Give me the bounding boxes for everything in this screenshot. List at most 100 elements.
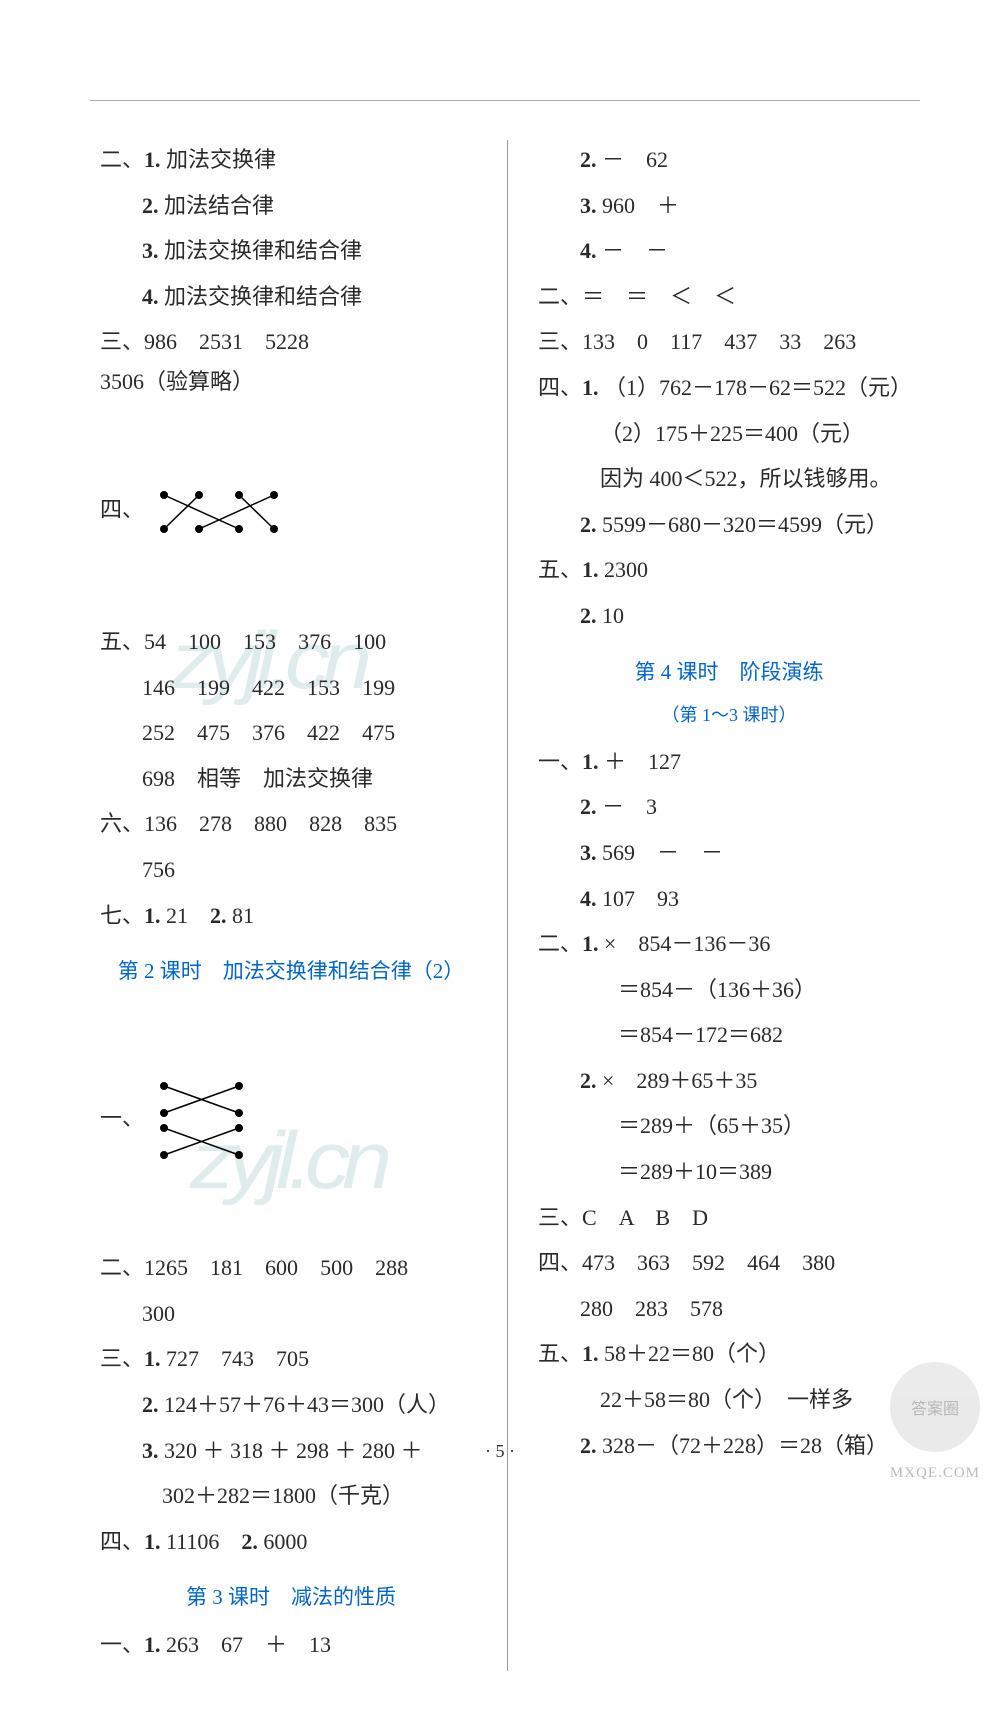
l4-sec2-2av: × 289＋65＋35 [602,1068,757,1093]
sec2-2-row: 2. 加法结合律 [100,186,482,226]
sec6-label: 六、 [100,811,144,836]
r-sec3-1: 0 [637,329,648,354]
l2-sec2-4: 288 [375,1255,408,1280]
l4-sec1-4: 4. 107 93 [538,879,920,919]
sec5-r2-0: 146 [142,675,175,700]
r-top-2v: － 62 [602,147,668,172]
r-sec4-1b: （2）175＋225＝400（元） [538,414,920,454]
sec5-r2-1: 199 [197,675,230,700]
sec5-r1-2: 153 [243,629,276,654]
r-sec5-1-num: 1. [582,557,604,582]
cross-diagram-2 [154,999,249,1242]
r-sec5-label: 五、 [538,557,582,582]
l2-sec2-r2: 300 [100,1294,482,1334]
r-sec4-2-num: 2. [580,512,602,537]
sec5-r3-4: 475 [362,720,395,745]
l4-sec4-r2: 280 283 578 [538,1289,920,1329]
r-sec3: 三、133 0 117 437 33 263 [538,322,920,362]
r-sec4-label: 四、 [538,375,582,400]
sec2-4: 加法交换律和结合律 [164,284,362,309]
l2-sec2-r1: 二、1265 181 600 500 288 [100,1248,482,1288]
l2-sec3-2-num: 2. [142,1392,164,1417]
l4-sec2-1c: ＝854－172＝682 [538,1015,920,1055]
l2-sec4-1-num: 1. [144,1529,166,1554]
l4-sec2-2a: 2. × 289＋65＋35 [538,1061,920,1101]
r-sec5-2v: 10 [602,603,624,628]
r-sec3-5: 263 [823,329,856,354]
page-number: · 5 · [0,1441,1000,1462]
l2-sec4-2: 6000 [263,1529,307,1554]
r-sec3-2: 117 [670,329,702,354]
l4-sec4-r2-2: 578 [690,1296,723,1321]
r-sec5-1: 五、1. 2300 [538,550,920,590]
l4-sec1-3: 3. 569 － － [538,833,920,873]
l2-sec2-1: 181 [210,1255,243,1280]
l2-sec2-label: 二、 [100,1255,144,1280]
l4-sec1-label: 一、 [538,749,582,774]
sec3-v3: 3506（验算略） [100,369,254,394]
sec2-1-num: 1. [144,147,166,172]
l4-sec2-1b: ＝854－（136＋36） [538,970,920,1010]
l2-sec3-2v: 124＋57＋76＋43＝300（人） [164,1392,450,1417]
sec5-r4-2: 加法交换律 [263,766,373,791]
l2-sec4-label: 四、 [100,1529,144,1554]
lesson4-title: 第 4 课时 阶段演练 [538,654,920,692]
sec5-r3-3: 422 [307,720,340,745]
sec5-r2-4: 199 [362,675,395,700]
sec5-r1: 五、54 100 153 376 100 [100,622,482,662]
l4-sec1-2-num: 2. [580,794,602,819]
sec5-r4: 698 相等 加法交换律 [100,759,482,799]
l4-sec2-1av: × 854－136－36 [604,931,770,956]
r-top-4v: － － [602,238,668,263]
l4-sec2-2bv: ＝289＋（65＋35） [618,1113,805,1138]
r-sec3-label: 三、 [538,329,582,354]
l4-sec4-r1: 四、473 363 592 464 380 [538,1243,920,1283]
sec3-v2: 5228 [265,329,309,354]
l4-sec5-1a: 五、1. 58＋22＝80（个） [538,1334,920,1374]
sec5-r1-3: 376 [298,629,331,654]
r-sec4-1-num: 1. [582,375,604,400]
l2-sec3-3b: 302＋282＝1800（千克） [100,1476,482,1516]
l4-sec4-2: 592 [692,1250,725,1275]
r-sec4-2: 2. 5599－680－320＝4599（元） [538,505,920,545]
sec6-r2-0: 756 [142,857,175,882]
sec2-3: 加法交换律和结合律 [164,238,362,263]
r-top-3-num: 3. [580,193,602,218]
l4-sec4-1: 363 [637,1250,670,1275]
sec3-row1: 三、986 2531 5228 3506（验算略） [100,322,482,401]
l4-sec3-0: C [582,1205,597,1230]
sec7-1-num: 1. [144,903,166,928]
l4-sec5-1av: 58＋22＝80（个） [604,1341,780,1366]
l2-sec3-1v: 727 743 705 [166,1346,309,1371]
r-sec2-3: ＜ [714,284,736,309]
sec5-r2-2: 422 [252,675,285,700]
l4-sec3-2: B [655,1205,670,1230]
r-sec5-2: 2. 10 [538,596,920,636]
l4-sec4-r2-1: 283 [635,1296,668,1321]
r-top-4-num: 4. [580,238,602,263]
r-sec2-0: ＝ [582,284,604,309]
r-sec4-1c: 因为 400＜522，所以钱够用。 [538,459,920,499]
sec5-r3-2: 376 [252,720,285,745]
l4-sec1-2v: － 3 [602,794,657,819]
l4-sec1-3v: 569 － － [602,840,723,865]
r-sec3-3: 437 [724,329,757,354]
l4-sec1-2: 2. － 3 [538,787,920,827]
l4-sec3: 三、C A B D [538,1198,920,1238]
r-sec3-4: 33 [779,329,801,354]
l2-sec4-row: 四、1. 11106 2. 6000 [100,1522,482,1562]
sec2-line: 二、1. 加法交换律 [100,140,482,180]
l4-sec2-1bv: ＝854－（136＋36） [618,977,816,1002]
sec5-r1-0: 54 [144,629,166,654]
l4-sec2-2b: ＝289＋（65＋35） [538,1106,920,1146]
l2-sec4-1: 11106 [166,1529,219,1554]
sec5-r3-0: 252 [142,720,175,745]
l2-sec3-1-num: 1. [144,1346,166,1371]
sec6-r1-3: 828 [309,811,342,836]
sec5-r1-4: 100 [353,629,386,654]
r-top-2: 2. － 62 [538,140,920,180]
r-sec2-label: 二、 [538,284,582,309]
l3-sec1-1-num: 1. [144,1632,166,1657]
l2-sec3-3bv: 302＋282＝1800（千克） [162,1483,404,1508]
l4-sec2-1a: 二、1. × 854－136－36 [538,924,920,964]
